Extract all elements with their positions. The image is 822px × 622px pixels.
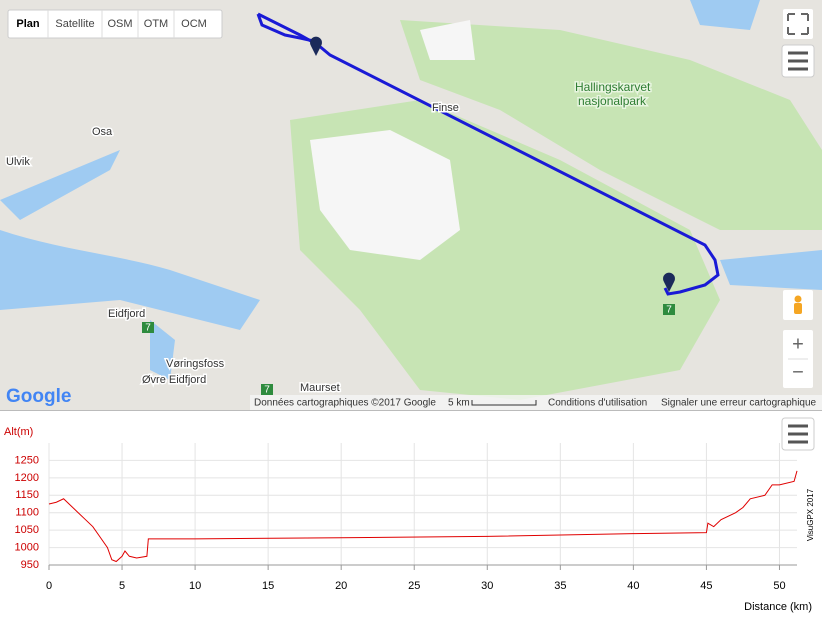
start-marker[interactable] — [309, 36, 322, 56]
x-tick-label: 50 — [773, 580, 785, 592]
y-axis-title: Alt(m) — [4, 426, 33, 438]
lake — [620, 0, 822, 360]
fjord — [0, 230, 260, 330]
scale-label: 5 km — [448, 398, 470, 409]
tab-bar — [7, 9, 223, 39]
place-label: Vøringsfoss — [166, 358, 225, 370]
x-tick-label: 20 — [335, 580, 347, 592]
y-tick-label: 1200 — [15, 472, 39, 484]
fullscreen-icon — [787, 13, 809, 35]
glacier — [420, 20, 475, 60]
x-tick-label: 15 — [262, 580, 274, 592]
road-number: 7 — [666, 305, 672, 316]
google-logo[interactable]: Google — [6, 386, 71, 407]
terms-link[interactable]: Conditions d'utilisation — [548, 398, 647, 409]
zoom-out[interactable]: − — [792, 361, 804, 383]
glacier — [310, 130, 460, 260]
y-tick-label: 1000 — [15, 541, 39, 553]
road-number: 7 — [264, 385, 270, 396]
report-link[interactable]: Signaler une erreur cartographique — [661, 398, 817, 409]
x-tick-label: 45 — [700, 580, 712, 592]
y-tick-label: 950 — [21, 559, 39, 571]
watermark: VisuGPX 2017 — [806, 488, 815, 541]
x-tick-label: 0 — [46, 580, 52, 592]
elevation-line — [48, 470, 798, 563]
y-tick-label: 1150 — [15, 489, 39, 501]
chart-panel — [0, 410, 822, 617]
zoom-in[interactable]: + — [792, 333, 804, 355]
map-type-tab[interactable]: Plan — [16, 18, 40, 30]
y-tick-label: 1100 — [15, 507, 39, 519]
place-label: Osa — [92, 126, 113, 138]
road-shield: 7 — [663, 304, 675, 316]
x-axis-title: Distance (km) — [744, 601, 812, 613]
place-label: Maurset — [300, 382, 340, 394]
place-label: Eidfjord — [108, 308, 145, 320]
place-label: Ulvik — [6, 156, 30, 168]
route — [256, 13, 319, 44]
map-type-tab[interactable]: OCM — [181, 18, 207, 30]
x-tick-label: 5 — [119, 580, 125, 592]
pegman-icon — [794, 295, 802, 303]
road-shield: 7 — [261, 384, 273, 396]
x-tick-label: 35 — [554, 580, 566, 592]
pegman-icon — [794, 303, 802, 314]
road-shield: 7 — [142, 322, 154, 334]
park-label: Hallingskarvet — [575, 80, 651, 94]
road-number: 7 — [145, 323, 151, 334]
map-type-tab[interactable]: OSM — [107, 18, 132, 30]
scale-bar — [471, 400, 537, 406]
end-marker[interactable] — [663, 272, 675, 292]
x-tick-label: 30 — [481, 580, 493, 592]
place-label: Øvre Eidfjord — [142, 374, 206, 386]
park-area — [400, 20, 822, 230]
menu-icon — [788, 51, 808, 71]
lake — [150, 320, 175, 380]
fjord — [0, 150, 120, 220]
map-type-tab[interactable]: Satellite — [55, 18, 94, 30]
y-tick-label: 1250 — [15, 454, 39, 466]
x-tick-label: 40 — [627, 580, 639, 592]
y-tick-label: 1050 — [15, 524, 39, 536]
place-label: Finse — [432, 102, 459, 114]
attribution: Données cartographiques ©2017 Google — [254, 398, 436, 409]
map-type-tab[interactable]: OTM — [144, 18, 168, 30]
fullscreen-button[interactable] — [783, 9, 813, 39]
menu-icon — [788, 424, 808, 444]
park-label: nasjonalpark — [578, 94, 647, 108]
x-tick-label: 25 — [408, 580, 420, 592]
x-tick-label: 10 — [189, 580, 201, 592]
